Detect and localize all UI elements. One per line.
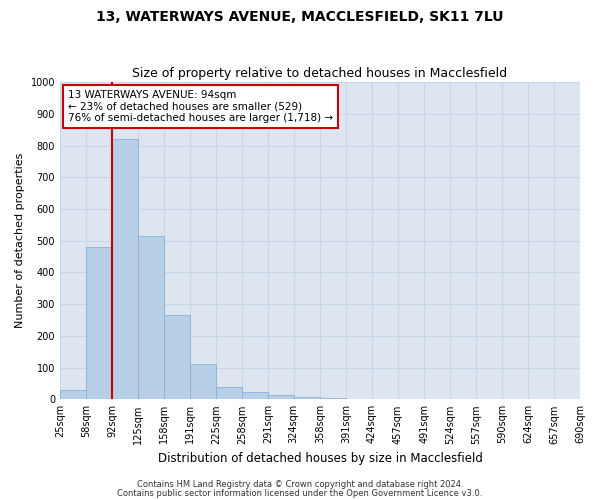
Bar: [138, 236, 164, 400]
Bar: [268, 396, 294, 400]
Text: Contains public sector information licensed under the Open Government Licence v3: Contains public sector information licen…: [118, 488, 482, 498]
Bar: [294, 397, 320, 400]
Text: 13, WATERWAYS AVENUE, MACCLESFIELD, SK11 7LU: 13, WATERWAYS AVENUE, MACCLESFIELD, SK11…: [96, 10, 504, 24]
Text: Contains HM Land Registry data © Crown copyright and database right 2024.: Contains HM Land Registry data © Crown c…: [137, 480, 463, 489]
X-axis label: Distribution of detached houses by size in Macclesfield: Distribution of detached houses by size …: [158, 452, 482, 465]
Text: 13 WATERWAYS AVENUE: 94sqm
← 23% of detached houses are smaller (529)
76% of sem: 13 WATERWAYS AVENUE: 94sqm ← 23% of deta…: [68, 90, 333, 123]
Bar: [112, 139, 138, 400]
Bar: [164, 315, 190, 400]
Y-axis label: Number of detached properties: Number of detached properties: [15, 153, 25, 328]
Title: Size of property relative to detached houses in Macclesfield: Size of property relative to detached ho…: [133, 66, 508, 80]
Bar: [320, 398, 346, 400]
Bar: [242, 392, 268, 400]
Bar: [217, 386, 242, 400]
Bar: [190, 364, 217, 400]
Bar: [60, 390, 86, 400]
Bar: [86, 247, 112, 400]
